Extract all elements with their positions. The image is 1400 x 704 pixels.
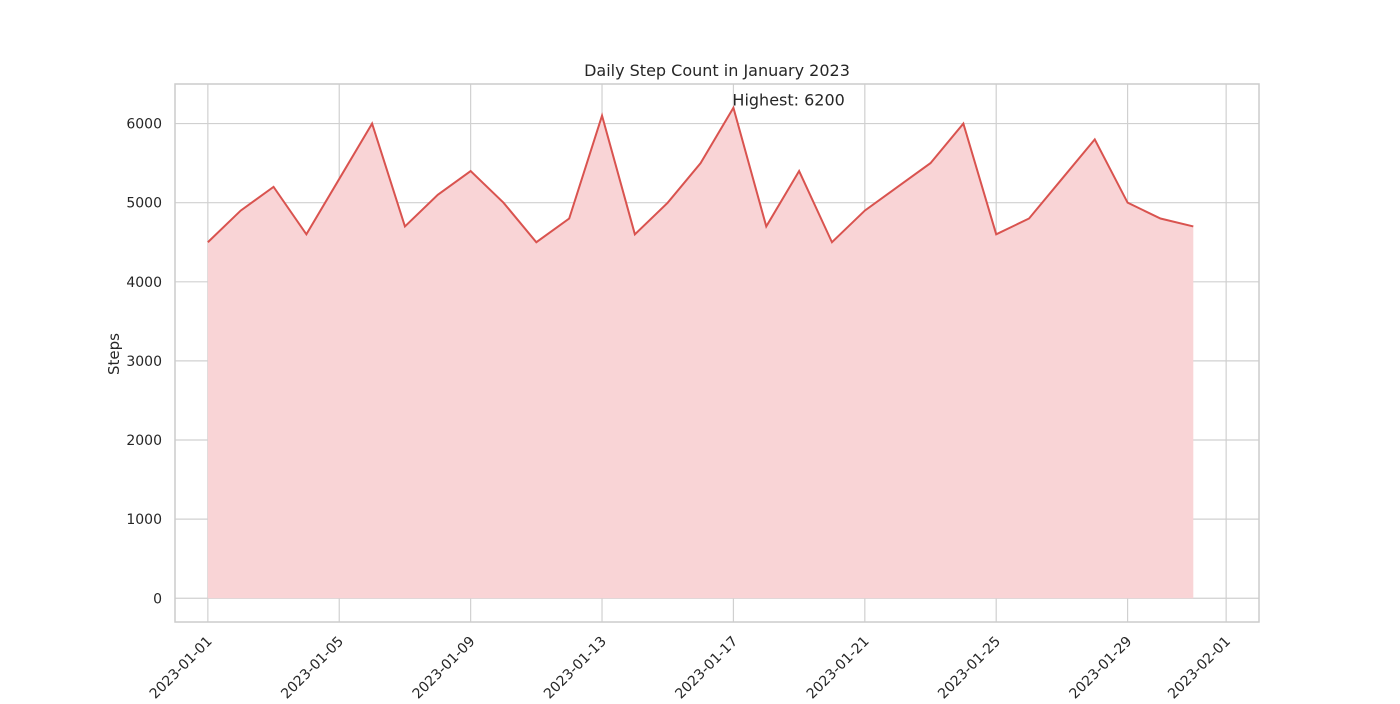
- y-tick-label: 0: [153, 591, 162, 607]
- y-axis-label: Steps: [105, 333, 123, 375]
- y-tick-label: 4000: [126, 275, 162, 291]
- y-tick-label: 5000: [126, 196, 162, 212]
- y-tick-label: 6000: [126, 117, 162, 133]
- series-line: [207, 105, 1194, 244]
- annotation-label: Highest: 6200: [732, 91, 844, 110]
- chart-title: Daily Step Count in January 2023: [584, 61, 850, 80]
- y-tick-label: 1000: [126, 512, 162, 528]
- axis-layer: [174, 83, 1260, 623]
- annotation-layer: Highest: 6200: [732, 91, 844, 110]
- area-fill: [207, 107, 1194, 599]
- x-tick-label: 2023-01-13: [541, 634, 610, 700]
- x-tick-label: 2023-01-25: [935, 634, 1004, 700]
- axes-frame: [174, 83, 1260, 623]
- x-tick-label: 2023-01-09: [410, 634, 479, 700]
- x-tick-label: 2023-01-21: [804, 634, 873, 700]
- x-tick-label: 2023-01-17: [672, 634, 741, 700]
- y-tick-label: 3000: [126, 354, 162, 370]
- x-tick-label: 2023-01-29: [1067, 634, 1136, 700]
- y-tick-label: 2000: [126, 433, 162, 449]
- x-tick-label: 2023-02-01: [1165, 634, 1234, 700]
- x-tick-label: 2023-01-01: [147, 634, 216, 700]
- x-tick-label: 2023-01-05: [278, 634, 347, 700]
